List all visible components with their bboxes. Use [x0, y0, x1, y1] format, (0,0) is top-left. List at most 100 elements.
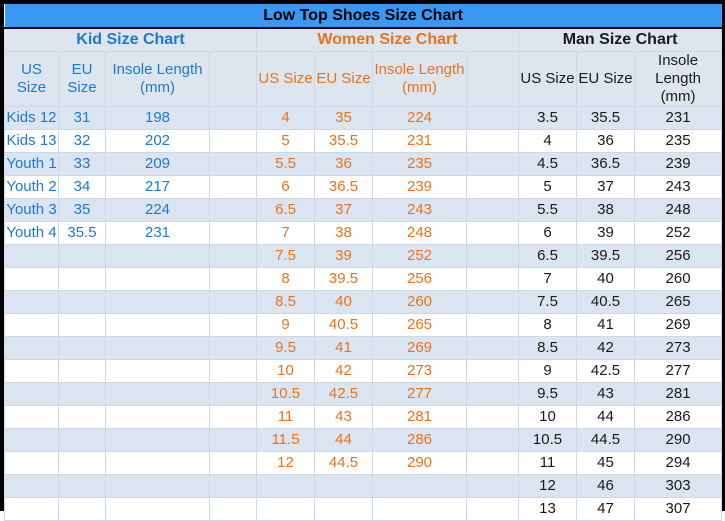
cell-women-insole: 277	[372, 382, 467, 406]
cell-kid-us	[4, 267, 59, 291]
table-row: 12 44.5 290 11 45 294	[4, 451, 723, 475]
cell-women-eu: 38	[314, 221, 373, 245]
spacer-cell	[209, 198, 257, 222]
title-row: Low Top Shoes Size Chart	[4, 4, 722, 29]
cell-man-eu: 41	[576, 313, 635, 337]
cell-kid-eu	[58, 359, 106, 383]
cell-man-insole: 277	[633, 359, 723, 383]
spacer-cell	[209, 267, 257, 291]
cell-kid-eu	[58, 451, 106, 475]
cell-women-eu: 41	[314, 336, 373, 360]
cell-man-us: 5.5	[518, 198, 577, 222]
cell-man-us: 7	[518, 267, 577, 291]
cell-man-eu: 47	[576, 497, 635, 521]
spacer-cell	[466, 382, 519, 406]
cell-man-insole: 252	[633, 221, 723, 245]
cell-women-insole: 239	[372, 175, 467, 199]
cell-kid-eu	[58, 497, 106, 521]
cell-kid-eu	[58, 428, 106, 452]
cell-kid-insole	[105, 428, 210, 452]
cell-kid-eu	[58, 290, 106, 314]
cell-kid-eu	[58, 336, 106, 360]
cell-kid-us	[4, 451, 59, 475]
cell-man-eu: 36	[576, 129, 635, 153]
cell-kid-insole	[105, 313, 210, 337]
table-row: 8 39.5 256 7 40 260	[4, 267, 723, 291]
cell-women-us: 11	[256, 405, 315, 429]
cell-kid-insole	[105, 359, 210, 383]
cell-man-eu: 40.5	[576, 290, 635, 314]
cell-women-insole: 252	[372, 244, 467, 268]
cell-man-insole: 235	[633, 129, 723, 153]
spacer-cell	[209, 106, 257, 130]
cell-man-insole: 286	[633, 405, 723, 429]
cell-kid-insole: 198	[105, 106, 210, 130]
cell-women-us: 8.5	[256, 290, 315, 314]
cell-women-insole	[372, 474, 467, 498]
cell-man-insole: 231	[633, 106, 723, 130]
cell-women-eu: 35.5	[314, 129, 373, 153]
spacer-header-cell	[209, 51, 257, 107]
cell-man-insole: 273	[633, 336, 723, 360]
spacer-cell	[209, 129, 257, 153]
spacer-cell	[209, 336, 257, 360]
cell-kid-eu: 34	[58, 175, 106, 199]
spacer-cell	[209, 290, 257, 314]
cell-kid-us: Youth 3	[4, 198, 59, 222]
cell-kid-us: Kids 12	[4, 106, 59, 130]
table-row: Youth 2 34 217 6 36.5 239 5 37 243	[4, 175, 723, 199]
cell-kid-us	[4, 405, 59, 429]
cell-kid-insole	[105, 497, 210, 521]
cell-kid-eu	[58, 405, 106, 429]
cell-women-insole	[372, 497, 467, 521]
spacer-cell	[466, 106, 519, 130]
cell-man-insole: 307	[633, 497, 723, 521]
cell-kid-eu	[58, 267, 106, 291]
cell-women-insole: 256	[372, 267, 467, 291]
table-row: 9.5 41 269 8.5 42 273	[4, 336, 723, 360]
cell-kid-eu	[58, 474, 106, 498]
cell-man-insole: 294	[633, 451, 723, 475]
cell-kid-eu: 33	[58, 152, 106, 176]
table-row: 10 42 273 9 42.5 277	[4, 359, 723, 383]
col-header-kid-insole: Insole Length (mm)	[105, 51, 210, 107]
spacer-cell	[466, 175, 519, 199]
cell-man-us: 12	[518, 474, 577, 498]
cell-women-insole: 224	[372, 106, 467, 130]
spacer-cell	[466, 336, 519, 360]
cell-kid-us	[4, 336, 59, 360]
cell-man-us: 9.5	[518, 382, 577, 406]
cell-women-eu: 43	[314, 405, 373, 429]
cell-women-insole: 260	[372, 290, 467, 314]
spacer-cell	[209, 382, 257, 406]
spacer-cell	[209, 359, 257, 383]
table-row: 8.5 40 260 7.5 40.5 265	[4, 290, 723, 314]
cell-man-us: 4	[518, 129, 577, 153]
spacer-cell	[466, 428, 519, 452]
col-header-women-insole: Insole Length (mm)	[372, 51, 467, 107]
col-header-man-insole: Insole Length (mm)	[633, 51, 723, 107]
cell-man-us: 13	[518, 497, 577, 521]
spacer-cell	[466, 244, 519, 268]
cell-man-insole: 248	[633, 198, 723, 222]
cell-man-us: 9	[518, 359, 577, 383]
cell-man-insole: 303	[633, 474, 723, 498]
spacer-cell	[209, 405, 257, 429]
cell-women-us	[256, 474, 315, 498]
cell-women-eu	[314, 497, 373, 521]
col-header-kid-us: US Size	[4, 51, 59, 107]
cell-women-eu: 39	[314, 244, 373, 268]
cell-kid-eu	[58, 313, 106, 337]
spacer-cell	[209, 497, 257, 521]
spacer-cell	[209, 313, 257, 337]
cell-man-us: 6	[518, 221, 577, 245]
cell-kid-insole: 231	[105, 221, 210, 245]
cell-women-us: 6.5	[256, 198, 315, 222]
col-header-kid-eu: EU Size	[58, 51, 106, 107]
col-header-women-us: US Size	[256, 51, 315, 107]
cell-man-insole: 290	[633, 428, 723, 452]
cell-women-us: 5	[256, 129, 315, 153]
cell-kid-insole	[105, 336, 210, 360]
cell-kid-insole	[105, 267, 210, 291]
cell-man-us: 8	[518, 313, 577, 337]
